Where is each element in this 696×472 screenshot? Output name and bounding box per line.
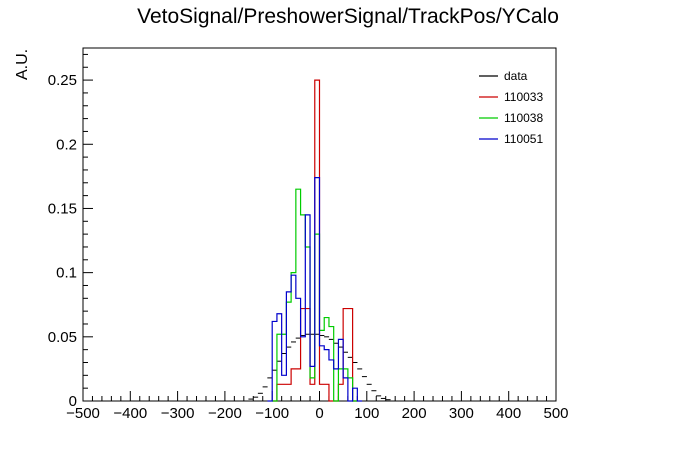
- x-tick-label: 400: [496, 405, 521, 422]
- legend-label: 110033: [504, 90, 543, 104]
- x-tick-label: 300: [449, 405, 474, 422]
- x-tick-label: 500: [543, 405, 568, 422]
- x-tick-label: 100: [354, 405, 379, 422]
- legend: data 110033 110038 110051: [479, 69, 543, 146]
- legend-label: data: [504, 69, 528, 83]
- x-tick-label: −500: [66, 405, 100, 422]
- series-110051-line: [267, 177, 363, 402]
- y-tick-label: 0.1: [56, 265, 77, 282]
- legend-label: 110051: [504, 132, 543, 146]
- x-tick-label: 200: [402, 405, 427, 422]
- x-tick-label: 0: [315, 405, 323, 422]
- x-tick-label: −100: [255, 405, 289, 422]
- x-tick-label: −200: [208, 405, 242, 422]
- x-tick-label: −300: [161, 405, 195, 422]
- y-tick-label: 0.2: [56, 136, 77, 153]
- y-tick-label: 0: [69, 393, 77, 410]
- legend-label: 110038: [504, 111, 543, 125]
- series-data: [248, 333, 391, 401]
- y-axis-label: A.U.: [14, 49, 31, 80]
- y-tick-label: 0.25: [48, 72, 77, 89]
- y-tick-label: 0.05: [48, 329, 77, 346]
- x-tick-label: −400: [113, 405, 147, 422]
- series-110051: [267, 177, 363, 402]
- y-tick-label: 0.15: [48, 200, 77, 217]
- chart-title: VetoSignal/PreshowerSignal/TrackPos/YCal…: [137, 5, 559, 28]
- plot-area: −500 −400 −300 −200 −100 0 100 200 300 400 500 0 0.0…: [48, 47, 569, 422]
